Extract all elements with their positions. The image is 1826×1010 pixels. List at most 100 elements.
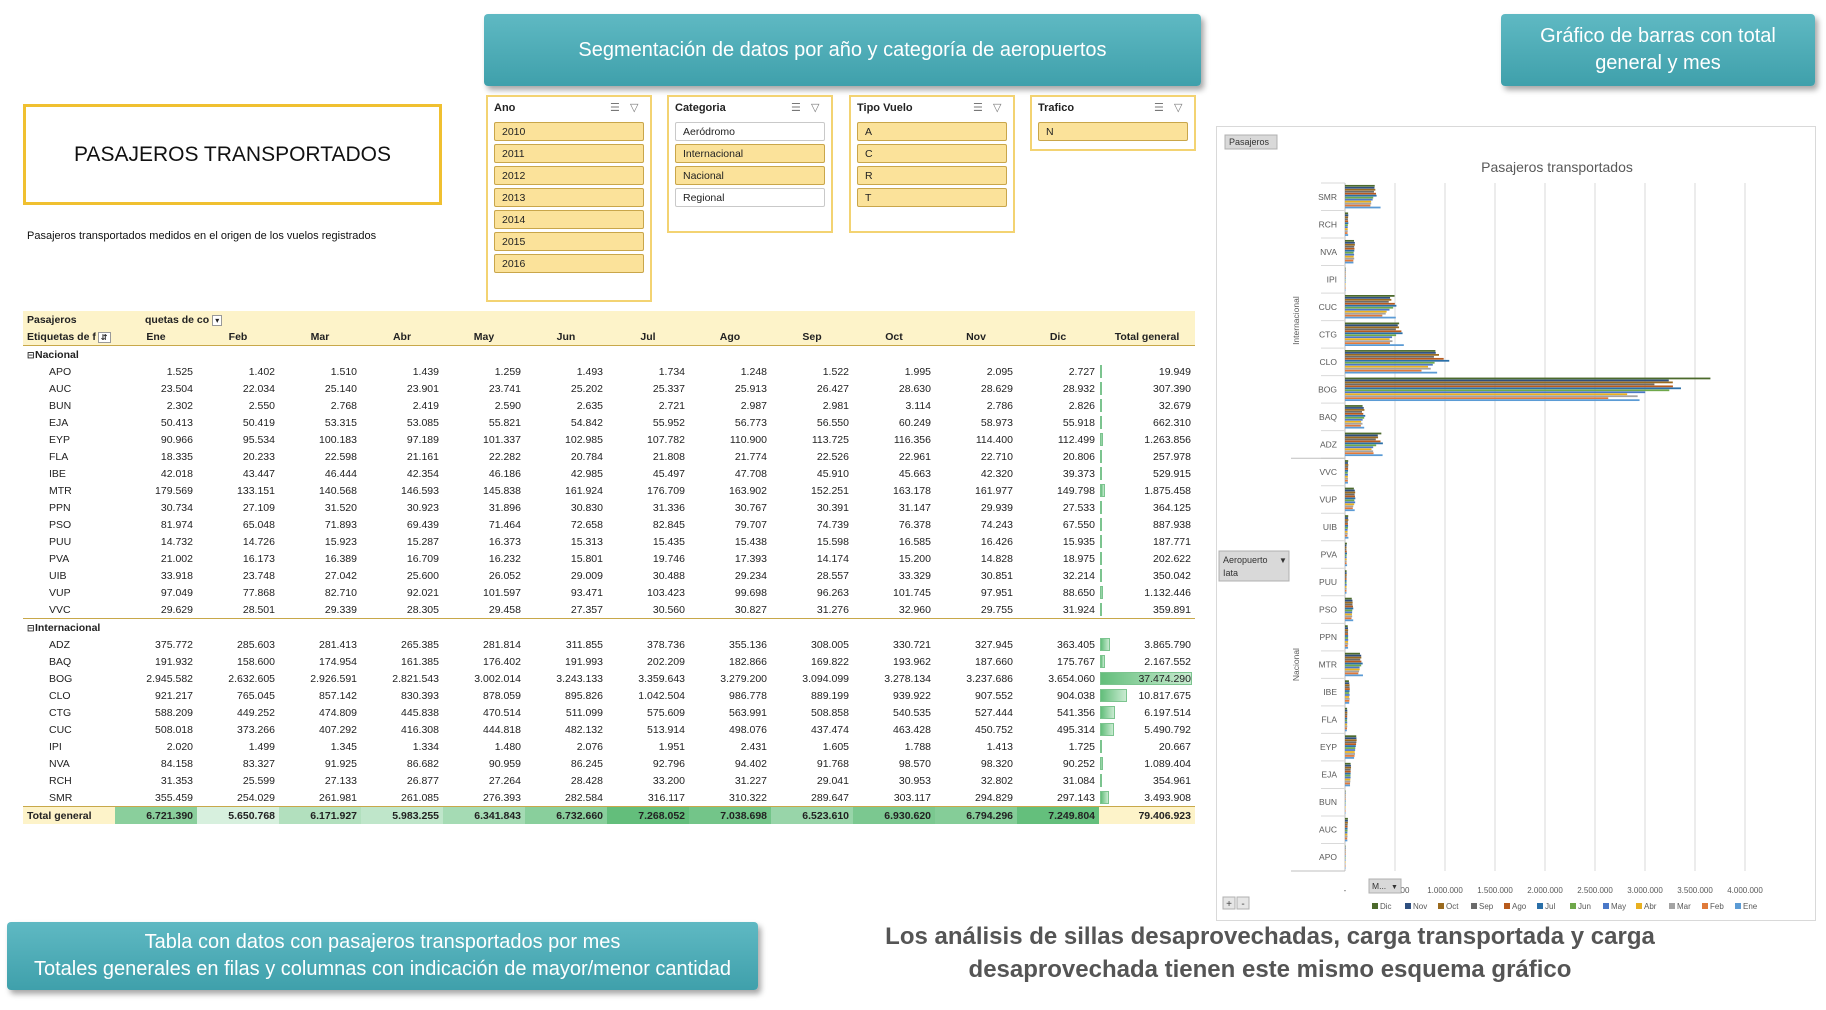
bar-mtr-ago[interactable] <box>1345 660 1362 663</box>
bar-pso-may[interactable] <box>1345 611 1353 614</box>
bar-bog-dic[interactable] <box>1345 377 1711 380</box>
legend-item[interactable]: Abr <box>1636 902 1657 911</box>
bar-puu-sep[interactable] <box>1345 576 1347 578</box>
bar-pso-jun[interactable] <box>1345 609 1353 612</box>
bar-ctg-may[interactable] <box>1345 336 1393 339</box>
bar-eja-ago[interactable] <box>1345 770 1351 773</box>
bar-ipi-ene[interactable] <box>1345 289 1346 291</box>
bar-clo-nov[interactable] <box>1345 352 1436 354</box>
collapse-icon[interactable]: ⊟ <box>27 622 35 633</box>
bar-bog-mar[interactable] <box>1345 395 1638 398</box>
bar-adz-jul[interactable] <box>1345 442 1383 445</box>
bar-apo-nov[interactable] <box>1345 847 1346 850</box>
bar-pso-abr[interactable] <box>1345 613 1352 616</box>
bar-pso-jul[interactable] <box>1345 607 1354 610</box>
bar-baq-jun[interactable] <box>1345 416 1365 419</box>
bar-ipi-oct[interactable] <box>1345 271 1346 274</box>
bar-mtr-feb[interactable] <box>1345 672 1359 675</box>
bar-pva-may[interactable] <box>1345 556 1347 559</box>
bar-auc-ene[interactable] <box>1345 839 1348 842</box>
legend-item[interactable]: Mar <box>1669 902 1691 911</box>
bar-eja-jul[interactable] <box>1345 772 1351 775</box>
bar-nva-ene[interactable] <box>1345 261 1354 264</box>
group-header[interactable]: ⊟Nacional <box>23 345 1195 363</box>
bar-ipi-abr[interactable] <box>1345 283 1346 286</box>
bar-fla-mar[interactable] <box>1345 725 1348 728</box>
bar-bun-sep[interactable] <box>1345 796 1346 799</box>
bar-fla-nov[interactable] <box>1345 709 1348 712</box>
bar-baq-sep[interactable] <box>1345 411 1362 413</box>
bar-ibe-nov[interactable] <box>1345 682 1350 685</box>
bar-rch-dic[interactable] <box>1345 212 1349 215</box>
bar-auc-oct[interactable] <box>1345 821 1348 824</box>
bar-smr-jul[interactable] <box>1345 194 1377 197</box>
bar-eyp-ago[interactable] <box>1345 743 1357 745</box>
slicer-item[interactable]: Regional <box>675 188 825 207</box>
slicer-item[interactable]: 2015 <box>494 232 644 251</box>
bar-vup-may[interactable] <box>1345 501 1356 504</box>
bar-eyp-jun[interactable] <box>1345 747 1356 749</box>
bar-adz-mar[interactable] <box>1345 450 1374 453</box>
bar-pva-mar[interactable] <box>1345 560 1347 563</box>
bar-fla-oct[interactable] <box>1345 711 1348 714</box>
bar-pva-jul[interactable] <box>1345 552 1347 555</box>
bar-uib-dic[interactable] <box>1345 515 1349 517</box>
multi-select-icon[interactable]: ☰ <box>1154 102 1164 114</box>
bar-ctg-jun[interactable] <box>1345 334 1397 337</box>
bar-apo-ene[interactable] <box>1345 867 1346 869</box>
bar-rch-oct[interactable] <box>1345 216 1349 219</box>
bar-bun-nov[interactable] <box>1345 792 1346 795</box>
bar-cuc-dic[interactable] <box>1345 295 1395 297</box>
bar-pva-dic[interactable] <box>1345 542 1347 545</box>
multi-select-icon[interactable]: ☰ <box>973 102 983 114</box>
bar-baq-ene[interactable] <box>1345 426 1365 429</box>
bar-fla-feb[interactable] <box>1345 727 1348 730</box>
bar-auc-jul[interactable] <box>1345 827 1348 830</box>
bar-mtr-dic[interactable] <box>1345 652 1360 655</box>
bar-apo-dic[interactable] <box>1345 845 1346 848</box>
clear-filter-icon[interactable]: ▽ <box>993 102 1002 114</box>
bar-nva-mar[interactable] <box>1345 257 1355 260</box>
bar-eja-jun[interactable] <box>1345 774 1351 777</box>
bar-apo-jun[interactable] <box>1345 857 1346 860</box>
bar-auc-nov[interactable] <box>1345 819 1348 822</box>
bar-apo-sep[interactable] <box>1345 851 1346 854</box>
bar-uib-jun[interactable] <box>1345 527 1348 529</box>
bar-ppn-abr[interactable] <box>1345 641 1349 643</box>
bar-ctg-dic[interactable] <box>1345 322 1400 325</box>
bar-fla-jul[interactable] <box>1345 717 1348 720</box>
bar-ibe-jun[interactable] <box>1345 692 1350 694</box>
bar-nva-may[interactable] <box>1345 253 1355 256</box>
bar-smr-mar[interactable] <box>1345 202 1372 205</box>
bar-uib-sep[interactable] <box>1345 521 1348 523</box>
bar-clo-mar[interactable] <box>1345 367 1431 370</box>
bar-eja-sep[interactable] <box>1345 768 1351 771</box>
bar-fla-ago[interactable] <box>1345 715 1348 718</box>
bar-eja-nov[interactable] <box>1345 764 1351 767</box>
bar-mtr-ene[interactable] <box>1345 674 1363 677</box>
bar-clo-ago[interactable] <box>1345 357 1444 360</box>
bar-uib-may[interactable] <box>1345 528 1348 531</box>
bar-vvc-jun[interactable] <box>1345 471 1348 474</box>
bar-mtr-abr[interactable] <box>1345 668 1360 671</box>
bar-nva-oct[interactable] <box>1345 243 1355 246</box>
bar-vup-ago[interactable] <box>1345 495 1355 498</box>
bar-ctg-sep[interactable] <box>1345 328 1396 331</box>
row-labels-header[interactable]: Etiquetas de f ⇵ <box>23 328 115 346</box>
bar-apo-feb[interactable] <box>1345 865 1346 867</box>
bar-ppn-feb[interactable] <box>1345 644 1348 647</box>
bar-baq-mar[interactable] <box>1345 422 1363 425</box>
bar-ibe-feb[interactable] <box>1345 700 1350 702</box>
bar-cuc-sep[interactable] <box>1345 300 1389 303</box>
bar-bun-ago[interactable] <box>1345 798 1346 801</box>
bar-pva-nov[interactable] <box>1345 544 1347 547</box>
clear-filter-icon[interactable]: ▽ <box>1174 102 1183 114</box>
bar-bog-ene[interactable] <box>1345 399 1640 402</box>
bar-eja-mar[interactable] <box>1345 780 1351 783</box>
bar-baq-ago[interactable] <box>1345 412 1364 415</box>
bar-rch-may[interactable] <box>1345 226 1348 229</box>
bar-uib-abr[interactable] <box>1345 530 1348 533</box>
bar-vup-feb[interactable] <box>1345 507 1353 510</box>
bar-pva-abr[interactable] <box>1345 558 1347 561</box>
legend-item[interactable]: Dic <box>1372 902 1392 911</box>
